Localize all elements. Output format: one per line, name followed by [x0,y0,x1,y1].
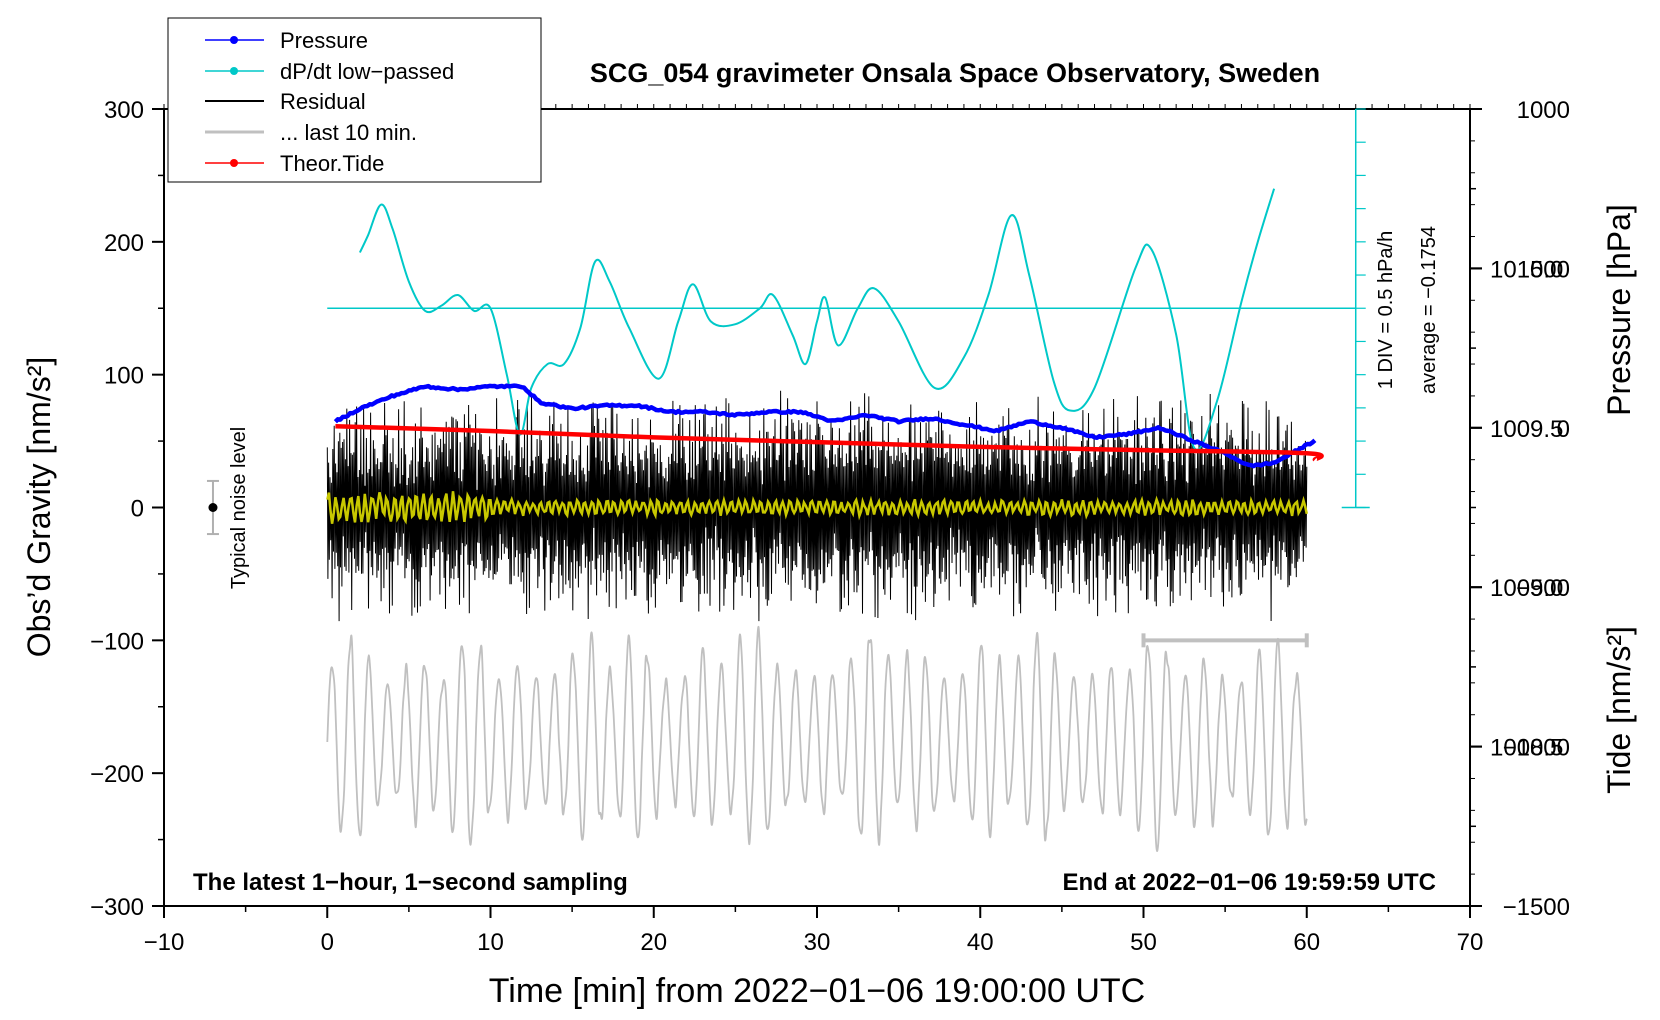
x-tick-label: 50 [1130,929,1157,956]
legend-marker-tide [230,159,238,167]
x-tick-label: 20 [640,929,667,956]
y-left-tick-label: −300 [90,894,144,921]
y-pressure-tick-label: 1008.5 [1490,735,1563,762]
legend-item-last10: ... last 10 min. [205,120,417,145]
legend-item-residual: Residual [205,89,366,114]
x-tick-label: 10 [477,929,504,956]
legend-label-pressure: Pressure [280,28,368,53]
legend-item-pressure: Pressure [205,28,368,53]
series-dpdt [358,188,1276,451]
annotation-noise-level: Typical noise level [228,427,250,589]
y-left-tick-label: 200 [104,230,144,257]
y-left-tick-label: −100 [90,628,144,655]
y-tide-tick-label: −1500 [1503,894,1570,921]
annotation-dpdt-average: average = −0.1754 [1418,226,1440,394]
series-last-10-min [326,625,1308,852]
series-residual-smoothed [326,491,1309,525]
y-tide-tick-label: −500 [1516,575,1570,602]
y-left-tick-label: 100 [104,363,144,390]
series-pressure [333,383,1317,469]
y-left-tick-label: 0 [131,496,144,523]
legend-item-tide: Theor.Tide [205,151,384,176]
y-axis-label-left: Obs’d Gravity [nm/s²] [21,357,57,658]
legend-label-residual: Residual [280,89,366,114]
y-left-tick-label: 300 [104,97,144,124]
y-pressure-tick-label: 1009.0 [1490,575,1563,602]
y-axis-label-tide: Tide [nm/s²] [1601,626,1637,794]
x-axis-label: Time [min] from 2022−01−06 19:00:00 UTC [489,972,1145,1010]
y-pressure-tick-label: 1009.5 [1490,416,1563,443]
x-tick-label: −10 [144,929,185,956]
legend-label-dpdt: dP/dt low−passed [280,59,454,84]
annotation-dpdt-scale: 1 DIV = 0.5 hPa/h [1375,231,1397,389]
y-tide-tick-label: 500 [1530,256,1570,283]
legend-label-tide: Theor.Tide [280,151,384,176]
series-theor-tide [335,423,1324,462]
y-left-tick-label: −200 [90,761,144,788]
legend-marker-pressure [230,36,238,44]
chart-title: SCG_054 gravimeter Onsala Space Observat… [590,58,1320,88]
legend: Pressure dP/dt low−passed Residual ... l… [167,17,542,183]
legend-item-dpdt: dP/dt low−passed [205,59,454,84]
legend-marker-dpdt [230,67,238,75]
legend-label-last10: ... last 10 min. [280,120,417,145]
y-axis-label-pressure: Pressure [hPa] [1601,204,1637,416]
y-tide-tick-label: 0 [1557,416,1570,443]
y-tide-tick-label: 1000 [1517,97,1570,124]
x-tick-label: 70 [1457,929,1484,956]
y-pressure-tick-label: 1010.0 [1490,256,1563,283]
x-tick-label: 60 [1293,929,1320,956]
axes-layer: −10 0 10 20 30 40 50 60 703002001000−100−200−300… [90,97,1570,956]
x-tick-label: 40 [967,929,994,956]
x-tick-label: 0 [321,929,334,956]
annotation-sampling: The latest 1−hour, 1−second sampling [193,869,628,896]
y-tide-tick-label: −1000 [1503,735,1570,762]
noise-bar-center [208,503,218,512]
x-tick-label: 30 [804,929,831,956]
series-residual [326,390,1308,622]
data-layer [206,108,1370,852]
annotation-end-time: End at 2022−01−06 19:59:59 UTC [1062,869,1436,896]
